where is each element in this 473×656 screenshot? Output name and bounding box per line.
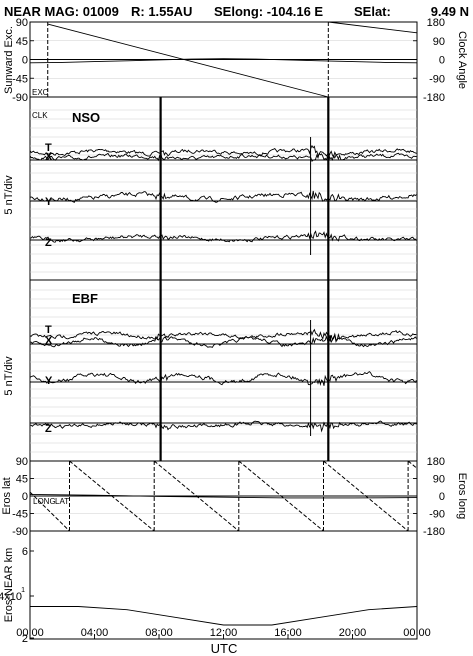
sunward-right-tick-label: 180 [427, 17, 445, 29]
distance-tick-label: 2 [22, 633, 28, 645]
sunward-left-tick-label: -90 [12, 92, 28, 104]
x-axis-label: UTC [211, 641, 238, 656]
x-tick-label: 00:00 [16, 627, 44, 639]
eros-right-tick-label: 180 [427, 456, 445, 468]
eros-left-tick-label: 0 [22, 491, 28, 503]
ebf-x-label: X [45, 335, 53, 347]
ebf-x-trace [29, 334, 417, 348]
long-series-line [29, 460, 418, 532]
distance-tick-exponent: 1 [21, 587, 25, 594]
nso-x-label: X [45, 151, 53, 163]
sunward-right-tick-label: 0 [439, 55, 445, 67]
ebf-y-trace [29, 371, 417, 387]
eros-right-tick-label: 90 [433, 474, 445, 486]
x-tick-label: 16:00 [274, 627, 302, 639]
eros-left-tick-label: -90 [12, 526, 28, 538]
ebf-z-trace [29, 420, 417, 433]
lat-series-line [29, 493, 418, 499]
nso-y-trace [29, 190, 417, 203]
exc-series-line [29, 58, 418, 64]
long-label: LONG [33, 497, 56, 506]
plot-title: NEAR MAG: 01009 [4, 4, 119, 19]
eros-right-tick-label: -180 [423, 526, 445, 538]
eros-left-tick-label: 90 [16, 456, 28, 468]
nso-panel-label: NSO [72, 110, 100, 125]
eros-right-tick-label: -90 [429, 509, 445, 521]
distance-ylabel: Eros-NEAR km [3, 548, 15, 623]
lat-label: LAT [55, 497, 69, 506]
eros-ylabel: Eros lat [1, 477, 13, 514]
ebf-panel-label: EBF [72, 291, 98, 306]
nso-z-label: Z [45, 237, 52, 249]
clk-series-line-2 [328, 21, 418, 34]
distance-tick-label: 6 [22, 546, 28, 558]
sunward-right-tick-label: -180 [423, 92, 445, 104]
x-tick-label: 08:00 [145, 627, 173, 639]
clk-label: CLK [32, 111, 48, 120]
ebf-t-label: T [45, 324, 52, 336]
sunward-left-tick-label: 0 [22, 55, 28, 67]
eros-right-tick-label: 0 [439, 491, 445, 503]
nso-t-label: T [45, 142, 52, 154]
eros-left-tick-label: 45 [16, 474, 28, 486]
x-tick-label: 00:00 [403, 627, 431, 639]
nso-y-label: Y [45, 196, 53, 208]
nso-x-trace [29, 152, 417, 163]
sunward-y2label: Clock Angle [456, 31, 468, 89]
sunward-right-tick-label: 90 [433, 36, 445, 48]
selat-value: 9.49 N [431, 4, 469, 19]
nso-ylabel: 5 nT/div [3, 175, 15, 215]
exc-label: EXC [32, 88, 49, 97]
x-tick-label: 20:00 [339, 627, 367, 639]
ebf-t-trace [29, 328, 417, 343]
distance-panel-frame [29, 530, 418, 640]
sunward-left-tick-label: -45 [12, 73, 28, 85]
sunward-ylabel: Sunward Exc. [3, 26, 15, 94]
distance-series-line [30, 606, 418, 626]
tick-labels: 90 45 0 -45 -90 180 90 0 -90 -180 90 45 0 -45 -90 180 90… [0, 17, 445, 645]
nso-t-trace [29, 144, 417, 159]
sunward-left-tick-label: 90 [16, 17, 28, 29]
data-traces [29, 21, 418, 626]
selat-label: SElat: [354, 4, 391, 19]
nso-z-trace [29, 230, 417, 243]
sunward-right-tick-label: -90 [429, 73, 445, 85]
range-value: R: 1.55AU [131, 4, 192, 19]
sunward-left-tick-label: 45 [16, 36, 28, 48]
clk-series-line [47, 23, 329, 98]
x-tick-label: 04:00 [81, 627, 109, 639]
ebf-ylabel: 5 nT/div [3, 356, 15, 396]
eros-left-tick-label: -45 [12, 509, 28, 521]
ebf-z-label: Z [45, 423, 52, 435]
selong-value: SElong: -104.16 E [214, 4, 323, 19]
eros-y2label: Eros long [456, 473, 468, 519]
distance-tick-label: 4x10 [0, 591, 22, 603]
x-tick-label: 12:00 [210, 627, 238, 639]
